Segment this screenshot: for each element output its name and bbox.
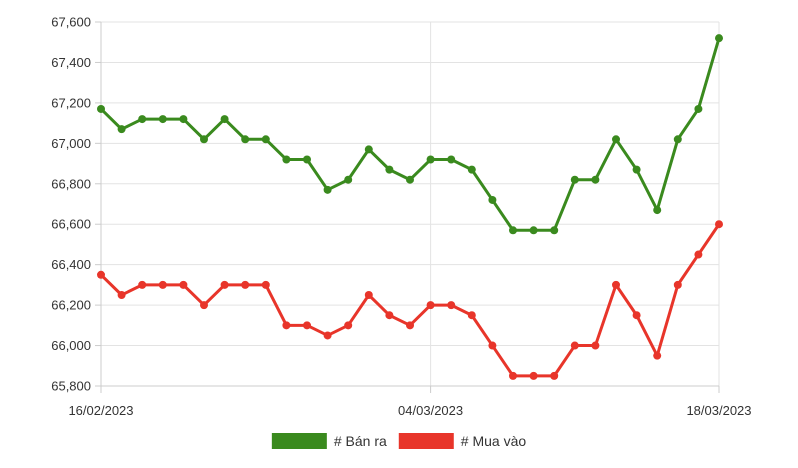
y-tick-label: 65,800 xyxy=(51,379,91,394)
legend-swatch xyxy=(398,433,454,449)
data-point[interactable] xyxy=(591,341,600,350)
data-point[interactable] xyxy=(426,155,435,164)
data-point[interactable] xyxy=(282,321,291,330)
y-tick-label: 67,000 xyxy=(51,136,91,151)
data-point[interactable] xyxy=(715,34,723,43)
data-point[interactable] xyxy=(673,280,682,289)
data-point[interactable] xyxy=(364,291,373,299)
data-point[interactable] xyxy=(694,250,703,259)
data-point[interactable] xyxy=(406,175,414,184)
data-point[interactable] xyxy=(323,185,332,194)
data-point[interactable] xyxy=(509,371,517,380)
data-point[interactable] xyxy=(488,341,497,350)
data-point[interactable] xyxy=(303,321,311,330)
data-point[interactable] xyxy=(261,135,270,144)
data-point[interactable] xyxy=(158,280,167,289)
y-tick-label: 67,600 xyxy=(51,15,91,30)
data-point[interactable] xyxy=(200,135,208,144)
series-2 xyxy=(97,220,723,380)
legend: # Bán ra # Mua vào xyxy=(271,433,527,449)
data-point[interactable] xyxy=(591,175,600,184)
legend-label: # Mua vào xyxy=(461,433,527,449)
data-point[interactable] xyxy=(467,165,476,174)
data-point[interactable] xyxy=(179,115,188,124)
y-tick-label: 67,400 xyxy=(51,55,91,70)
data-point[interactable] xyxy=(385,165,394,174)
data-point[interactable] xyxy=(509,226,517,235)
x-tick-label: 18/03/2023 xyxy=(686,403,751,418)
data-point[interactable] xyxy=(447,301,456,310)
data-point[interactable] xyxy=(612,135,620,144)
y-tick-label: 66,400 xyxy=(51,257,91,272)
series-line xyxy=(99,36,721,232)
data-point[interactable] xyxy=(653,351,662,360)
data-point[interactable] xyxy=(241,280,250,289)
y-tick-label: 66,600 xyxy=(51,217,91,232)
data-point[interactable] xyxy=(385,311,394,320)
data-point[interactable] xyxy=(138,115,147,124)
x-tick-label: 04/03/2023 xyxy=(398,403,463,418)
data-point[interactable] xyxy=(570,341,579,350)
data-point[interactable] xyxy=(570,175,579,184)
series-layer xyxy=(97,34,723,380)
y-tick-label: 66,200 xyxy=(51,298,91,313)
data-point[interactable] xyxy=(529,226,538,235)
data-point[interactable] xyxy=(488,195,497,204)
data-point[interactable] xyxy=(282,155,291,164)
data-point[interactable] xyxy=(612,280,620,289)
data-point[interactable] xyxy=(467,311,476,320)
axes xyxy=(100,22,719,387)
data-point[interactable] xyxy=(426,301,435,310)
y-axis-ticks: 65,800 66,000 66,200 66,400 66,600 66,800 67,0… xyxy=(51,15,101,394)
series-line xyxy=(99,222,721,378)
data-point[interactable] xyxy=(220,280,229,289)
data-point[interactable] xyxy=(344,175,353,184)
legend-swatch xyxy=(271,433,327,449)
data-point[interactable] xyxy=(632,311,641,320)
data-point[interactable] xyxy=(303,155,311,164)
series-1 xyxy=(97,34,723,235)
legend-item-2[interactable]: # Mua vào xyxy=(398,433,527,449)
data-point[interactable] xyxy=(138,280,147,289)
data-point[interactable] xyxy=(406,321,414,330)
data-point[interactable] xyxy=(158,115,167,124)
data-point[interactable] xyxy=(529,371,538,380)
data-point[interactable] xyxy=(715,220,723,229)
y-tick-label: 66,000 xyxy=(51,338,91,353)
y-tick-label: 66,800 xyxy=(51,176,91,191)
data-point[interactable] xyxy=(694,104,703,113)
data-point[interactable] xyxy=(344,321,353,330)
data-point[interactable] xyxy=(117,291,126,299)
data-point[interactable] xyxy=(200,301,208,310)
data-point[interactable] xyxy=(97,104,105,113)
x-tick-label: 16/02/2023 xyxy=(68,403,133,418)
data-point[interactable] xyxy=(220,115,229,124)
data-point[interactable] xyxy=(97,270,105,279)
data-point[interactable] xyxy=(179,280,188,289)
data-point[interactable] xyxy=(550,371,559,380)
legend-label: # Bán ra xyxy=(334,433,387,449)
data-point[interactable] xyxy=(447,155,456,164)
grid-lines xyxy=(100,21,720,387)
data-point[interactable] xyxy=(261,280,270,289)
data-point[interactable] xyxy=(653,206,662,215)
data-point[interactable] xyxy=(241,135,250,144)
y-tick-label: 67,200 xyxy=(51,95,91,110)
data-point[interactable] xyxy=(364,145,373,154)
data-point[interactable] xyxy=(117,125,126,134)
data-point[interactable] xyxy=(673,135,682,144)
data-point[interactable] xyxy=(550,226,559,235)
data-point[interactable] xyxy=(323,331,332,340)
data-point[interactable] xyxy=(632,165,641,174)
legend-item-1[interactable]: # Bán ra xyxy=(271,433,387,449)
x-axis-ticks: 16/02/2023 04/03/2023 18/03/2023 xyxy=(68,386,752,418)
